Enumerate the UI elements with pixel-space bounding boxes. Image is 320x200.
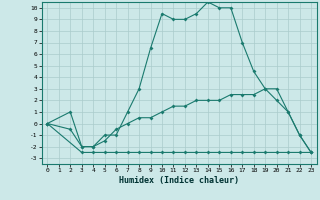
X-axis label: Humidex (Indice chaleur): Humidex (Indice chaleur): [119, 176, 239, 185]
